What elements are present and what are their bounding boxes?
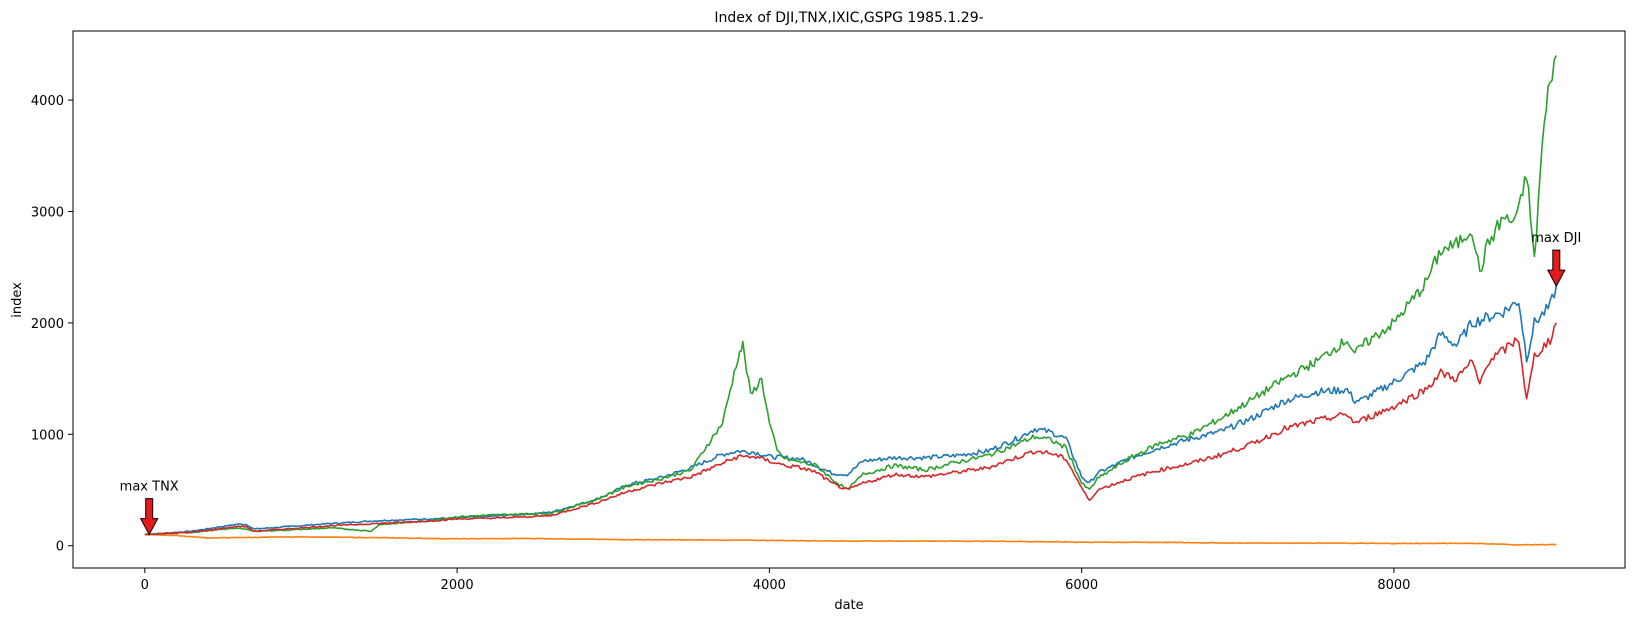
y-tick-label: 1000: [31, 428, 64, 443]
y-axis: 0 1000 2000 3000 4000: [31, 94, 73, 555]
x-tick-label: 6000: [1065, 578, 1098, 593]
series-line-4: [144, 322, 1557, 536]
series-layer: [144, 55, 1558, 546]
x-tick-label: 0: [141, 578, 149, 593]
series-line-2: [144, 533, 1557, 546]
annotation-layer: max TNX max DJI: [120, 231, 1581, 536]
x-tick-label: 4000: [753, 578, 786, 593]
series-line-3: [144, 55, 1558, 536]
chart-title: Index of DJI,TNX,IXIC,GSPG 1985.1.29-: [714, 10, 983, 26]
annotation-1: max TNX: [120, 480, 179, 536]
x-axis: 0 2000 4000 6000 8000: [141, 568, 1410, 593]
y-axis-label: index: [10, 282, 25, 318]
y-tick-label: 4000: [31, 94, 64, 109]
series-line-1: [144, 285, 1558, 536]
annotation-arrow: [139, 498, 159, 536]
plot-frame: [72, 30, 1626, 569]
x-axis-label: date: [834, 598, 863, 613]
y-tick-label: 2000: [31, 317, 64, 332]
plot-background: [73, 31, 1625, 568]
y-tick-label: 0: [56, 540, 64, 555]
y-tick-label: 3000: [31, 205, 64, 220]
annotation-label: max DJI: [1531, 231, 1581, 246]
x-tick-label: 8000: [1377, 578, 1410, 593]
annotation-label: max TNX: [120, 480, 179, 495]
x-tick-label: 2000: [441, 578, 474, 593]
annotation-2: max DJI: [1531, 231, 1581, 288]
annotation-arrow: [1546, 249, 1566, 288]
